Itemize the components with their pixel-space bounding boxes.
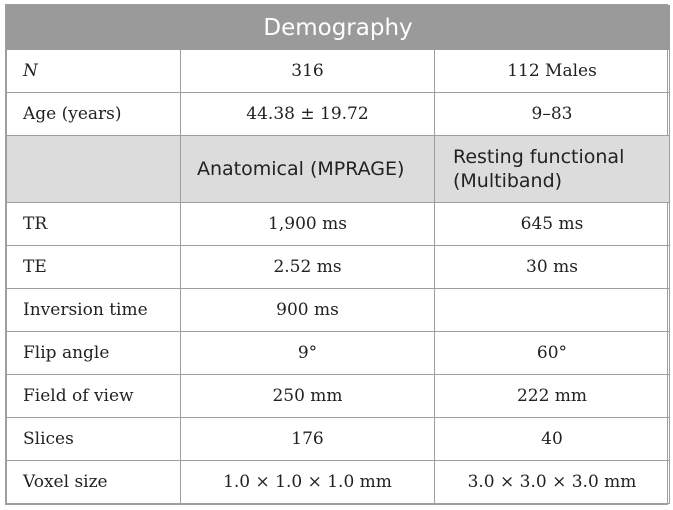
table-row: N 316 112 Males bbox=[6, 49, 670, 93]
table-title: Demography bbox=[6, 5, 670, 50]
cell-value: 250 mm bbox=[180, 374, 435, 418]
cell-value: 3.0 × 3.0 × 3.0 mm bbox=[434, 460, 670, 504]
row-label: Age (years) bbox=[6, 92, 181, 136]
cell-value: 112 Males bbox=[434, 49, 670, 93]
row-label: Slices bbox=[6, 417, 181, 461]
row-label: Inversion time bbox=[6, 288, 181, 332]
table: Demography N 316 112 Males Age (years) 4… bbox=[6, 5, 670, 504]
cell-value: 30 ms bbox=[434, 245, 670, 289]
header-blank-cell bbox=[6, 135, 181, 203]
header-row: Anatomical (MPRAGE) Resting functional (M… bbox=[6, 135, 670, 203]
row-label: Flip angle bbox=[6, 331, 181, 375]
table-row: Inversion time 900 ms bbox=[6, 288, 670, 332]
cell-value: 900 ms bbox=[180, 288, 435, 332]
table-row: Voxel size 1.0 × 1.0 × 1.0 mm 3.0 × 3.0 … bbox=[6, 460, 670, 504]
demography-table: Demography N 316 112 Males Age (years) 4… bbox=[5, 4, 670, 505]
row-label: TE bbox=[6, 245, 181, 289]
cell-value: 1.0 × 1.0 × 1.0 mm bbox=[180, 460, 435, 504]
cell-value bbox=[434, 288, 670, 332]
cell-value: 645 ms bbox=[434, 202, 670, 246]
table-row: TE 2.52 ms 30 ms bbox=[6, 245, 670, 289]
row-label: Voxel size bbox=[6, 460, 181, 504]
cell-value: 176 bbox=[180, 417, 435, 461]
cell-value: 222 mm bbox=[434, 374, 670, 418]
cell-value: 44.38 ± 19.72 bbox=[180, 92, 435, 136]
cell-value: 60° bbox=[434, 331, 670, 375]
table-row: TR 1,900 ms 645 ms bbox=[6, 202, 670, 246]
cell-value: 9° bbox=[180, 331, 435, 375]
row-label: Field of view bbox=[6, 374, 181, 418]
header-resting-functional: Resting functional (Multiband) bbox=[434, 135, 670, 203]
row-label: TR bbox=[6, 202, 181, 246]
cell-value: 1,900 ms bbox=[180, 202, 435, 246]
table-row: Field of view 250 mm 222 mm bbox=[6, 374, 670, 418]
cell-value: 40 bbox=[434, 417, 670, 461]
table-row: Flip angle 9° 60° bbox=[6, 331, 670, 375]
header-anatomical: Anatomical (MPRAGE) bbox=[180, 135, 435, 203]
title-row: Demography bbox=[6, 5, 670, 50]
header-line-2: (Multiband) bbox=[453, 170, 563, 192]
cell-value: 2.52 ms bbox=[180, 245, 435, 289]
cell-value: 316 bbox=[180, 49, 435, 93]
cell-value: 9–83 bbox=[434, 92, 670, 136]
table-row: Slices 176 40 bbox=[6, 417, 670, 461]
table-row: Age (years) 44.38 ± 19.72 9–83 bbox=[6, 92, 670, 136]
header-line-1: Resting functional bbox=[453, 146, 625, 168]
row-label: N bbox=[6, 49, 181, 93]
